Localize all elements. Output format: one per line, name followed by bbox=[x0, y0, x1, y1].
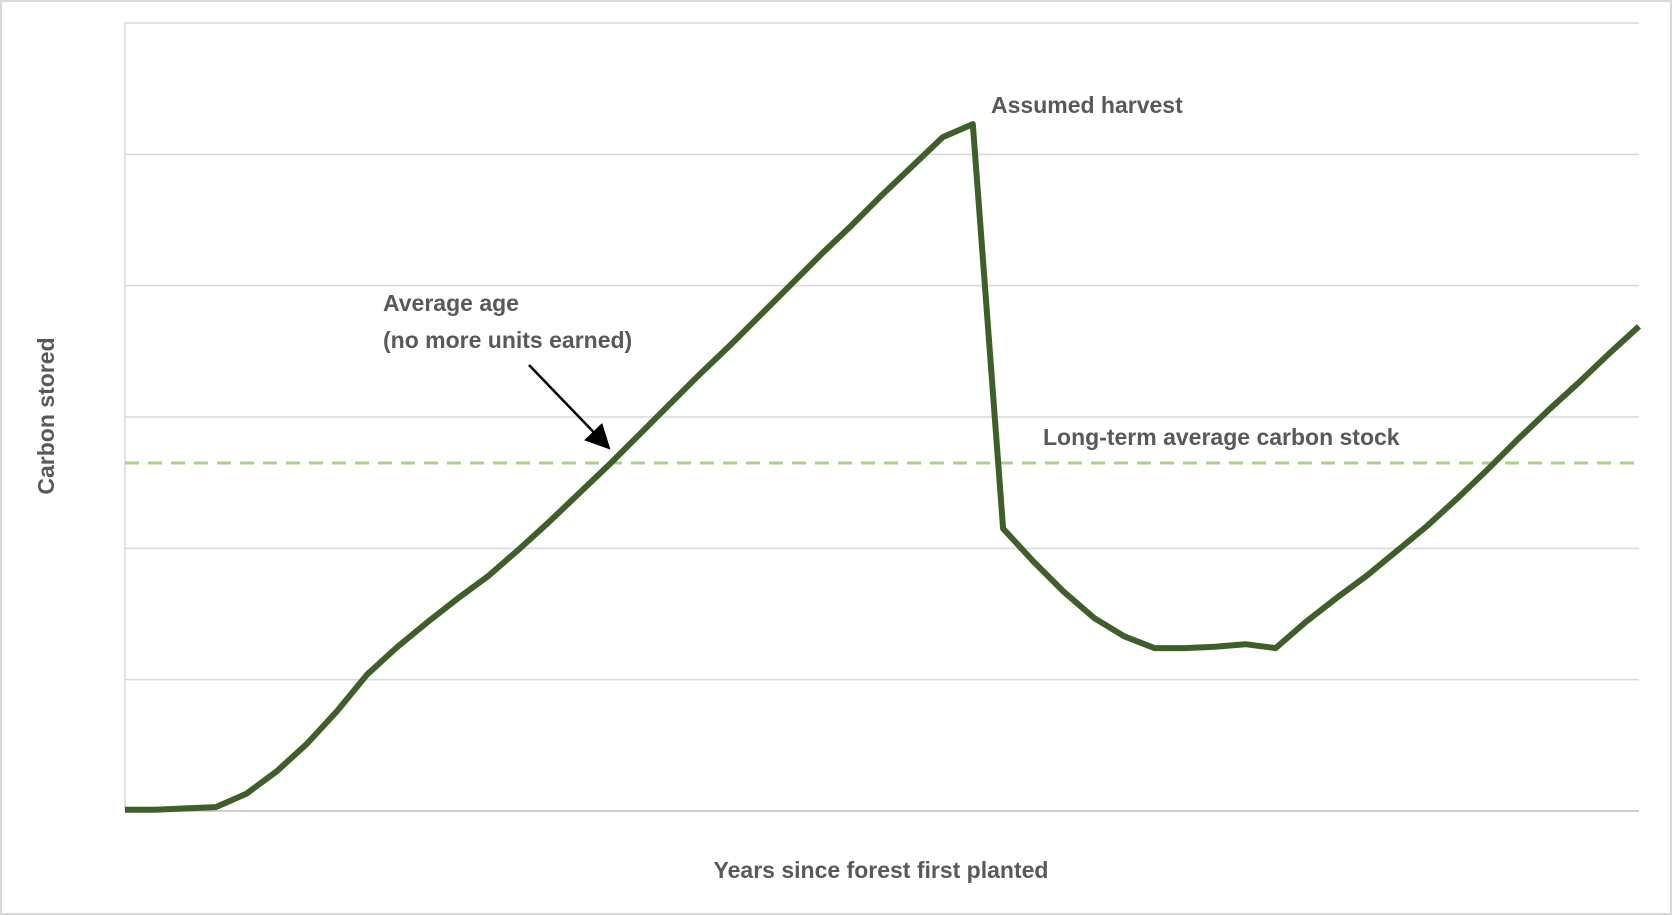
annotation: Average age bbox=[383, 290, 519, 316]
annotation: Assumed harvest bbox=[991, 92, 1183, 118]
y-axis-label: Carbon stored bbox=[33, 337, 59, 494]
data-line bbox=[125, 121, 1642, 813]
annotation: (no more units earned) bbox=[383, 327, 632, 353]
annotation-arrow bbox=[528, 364, 611, 450]
x-axis-label: Years since forest first planted bbox=[714, 857, 1049, 883]
reference-label: Long-term average carbon stock bbox=[1043, 424, 1400, 450]
